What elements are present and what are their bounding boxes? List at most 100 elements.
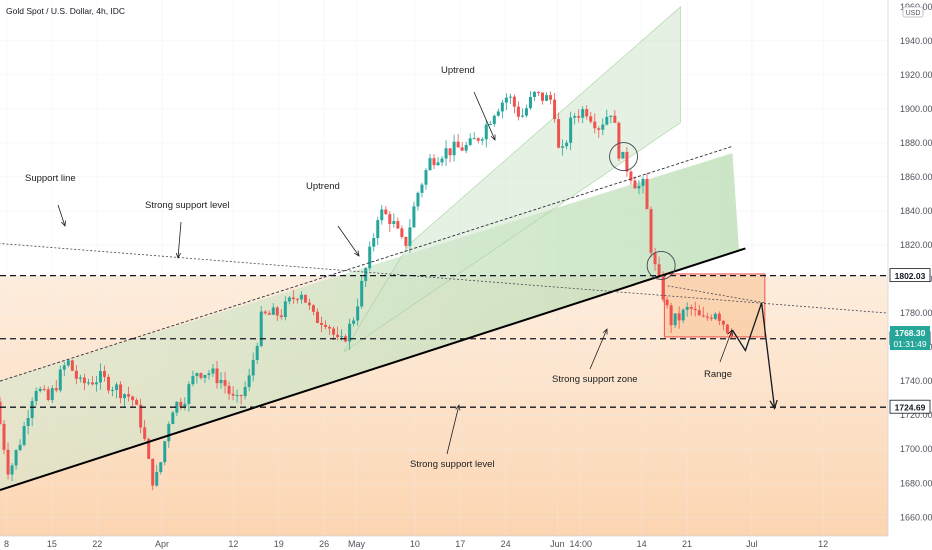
candle-body <box>303 294 307 303</box>
candle-body <box>90 382 94 385</box>
y-tick-label: 1880.00 <box>900 138 932 148</box>
annotation-label: Uptrend <box>306 181 340 192</box>
candle-body <box>223 379 227 386</box>
candle-body <box>380 209 384 221</box>
candle-body <box>332 328 336 335</box>
candle-body <box>167 424 171 442</box>
price-level-tag <box>889 399 931 414</box>
current-price-tag <box>890 326 930 351</box>
candle-body <box>163 441 167 463</box>
candle-body <box>307 302 311 306</box>
candle-body <box>561 146 565 148</box>
candle-body <box>54 388 58 391</box>
x-tick-label: 17 <box>455 539 465 549</box>
candle-body <box>315 311 319 323</box>
candle-body <box>412 206 416 228</box>
y-tick-label: 1660.00 <box>900 512 932 522</box>
candle-body <box>179 401 183 407</box>
candle-body <box>713 313 717 319</box>
candle-body <box>131 396 135 401</box>
candle-body <box>328 326 332 329</box>
candle-body <box>34 391 38 402</box>
x-tick-label: 15 <box>47 539 57 549</box>
candle-body <box>669 305 673 326</box>
candle-body <box>689 307 693 309</box>
candle-body <box>42 388 46 390</box>
candle-body <box>645 178 649 210</box>
annotation-label: Strong support level <box>410 459 495 470</box>
y-tick-label: 1920.00 <box>900 70 932 80</box>
candle-body <box>143 427 147 439</box>
candle-body <box>2 423 6 450</box>
candle-body <box>609 115 613 117</box>
y-tick-label: 1700.00 <box>900 444 932 454</box>
candle-body <box>581 109 585 118</box>
x-tick-label: 12 <box>228 539 238 549</box>
candle-body <box>98 371 102 383</box>
candle-body <box>464 144 468 151</box>
candle-body <box>697 310 701 316</box>
candle-body <box>701 315 705 317</box>
candle-body <box>46 389 50 401</box>
candle-body <box>30 401 34 418</box>
candle-body <box>721 320 725 325</box>
candle-body <box>336 334 340 338</box>
candle-body <box>219 379 223 384</box>
candle-body <box>255 345 259 361</box>
candle-body <box>396 221 400 229</box>
candle-body <box>18 444 22 451</box>
candle-body <box>621 151 625 159</box>
candle-body <box>585 109 589 117</box>
candle-body <box>123 394 127 399</box>
candle-body <box>537 91 541 93</box>
candle-body <box>472 138 476 140</box>
x-tick-label: 21 <box>682 539 692 549</box>
candle-body <box>135 400 139 405</box>
support-trendline <box>0 247 746 492</box>
candle-body <box>368 246 372 269</box>
candle-body <box>444 148 448 159</box>
projection-arrow <box>731 302 774 408</box>
y-tick-label: 1720.00 <box>900 410 932 420</box>
candle-body <box>677 313 681 321</box>
candle-body <box>384 209 388 215</box>
candle-body <box>82 377 86 384</box>
candle-body <box>649 209 653 253</box>
candle-body <box>512 96 516 107</box>
candle-body <box>372 238 376 247</box>
candle-body <box>424 170 428 185</box>
candle-body <box>275 307 279 316</box>
candle-body <box>147 438 151 459</box>
x-tick-label: Jul <box>746 539 758 549</box>
price-level-tag <box>889 268 931 283</box>
candle-body <box>111 389 115 391</box>
range-box <box>663 273 766 338</box>
x-tick-label: 22 <box>92 539 102 549</box>
candle-body <box>577 116 581 118</box>
candle-body <box>183 403 187 407</box>
candle-body <box>549 95 553 100</box>
candle-body <box>211 368 215 374</box>
candle-body <box>428 158 432 171</box>
candle-body <box>601 124 605 130</box>
candle-body <box>432 158 436 166</box>
chart-title: Gold Spot / U.S. Dollar, 4h, IDC <box>6 6 125 16</box>
candle-body <box>665 299 669 306</box>
y-tick-label: 1900.00 <box>900 104 932 114</box>
support-line-dashed <box>0 243 889 314</box>
candle-body <box>171 412 175 425</box>
candle-body <box>504 97 508 103</box>
annotation-arrow <box>446 405 459 455</box>
countdown-label: 01:31:49 <box>893 339 926 349</box>
candle-body <box>311 305 315 312</box>
candle-body <box>376 220 380 239</box>
currency-label: USD <box>906 10 921 17</box>
candle-body <box>14 450 18 466</box>
candle-body <box>617 122 621 159</box>
x-tick-label: May <box>348 539 366 549</box>
candle-body <box>541 92 545 101</box>
candle-body <box>404 236 408 246</box>
candle-body <box>360 280 364 307</box>
